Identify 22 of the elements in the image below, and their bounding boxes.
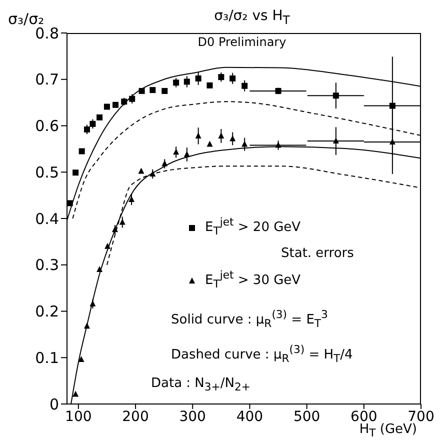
y-tick-label: 0.3 — [35, 256, 59, 274]
x-tick-label: 500 — [293, 408, 320, 425]
x-tick-label: 200 — [122, 408, 149, 425]
y-tick-label: 0.7 — [35, 70, 59, 89]
chart-subtitle: D0 Preliminary — [196, 35, 288, 49]
y-tick-label: 0.4 — [35, 210, 59, 228]
annotation: Data : N$_{3+}$/N$_{2+}$ — [151, 376, 250, 394]
y-tick-label: 0.5 — [35, 163, 59, 182]
chart-title: σ₃/σ₂ vs H$_{T}$ — [213, 8, 291, 27]
x-tick-label: 100 — [65, 408, 92, 425]
annotation: Stat. errors — [281, 246, 354, 261]
legend-label: E$_{T}$$^{jet}$ > 30 GeV — [205, 268, 301, 291]
annotation: Dashed curve : μ$_{R}$$^{(3)}$ = H$_{T}$/4 — [171, 343, 353, 365]
y-tick-label: 0 — [49, 395, 59, 414]
y-tick-label: 0.2 — [35, 302, 59, 321]
x-tick-label: 300 — [179, 408, 206, 425]
x-tick-label: 400 — [236, 408, 264, 425]
x-tick-label: 600 — [350, 408, 378, 425]
legend-label: E$_{T}$$^{jet}$ > 20 GeV — [205, 216, 301, 238]
x-axis-title: H$_{T}$ (GeV) — [359, 422, 417, 440]
y-tick-label: 0.6 — [35, 117, 59, 136]
y-tick-label: 0.1 — [35, 348, 59, 367]
